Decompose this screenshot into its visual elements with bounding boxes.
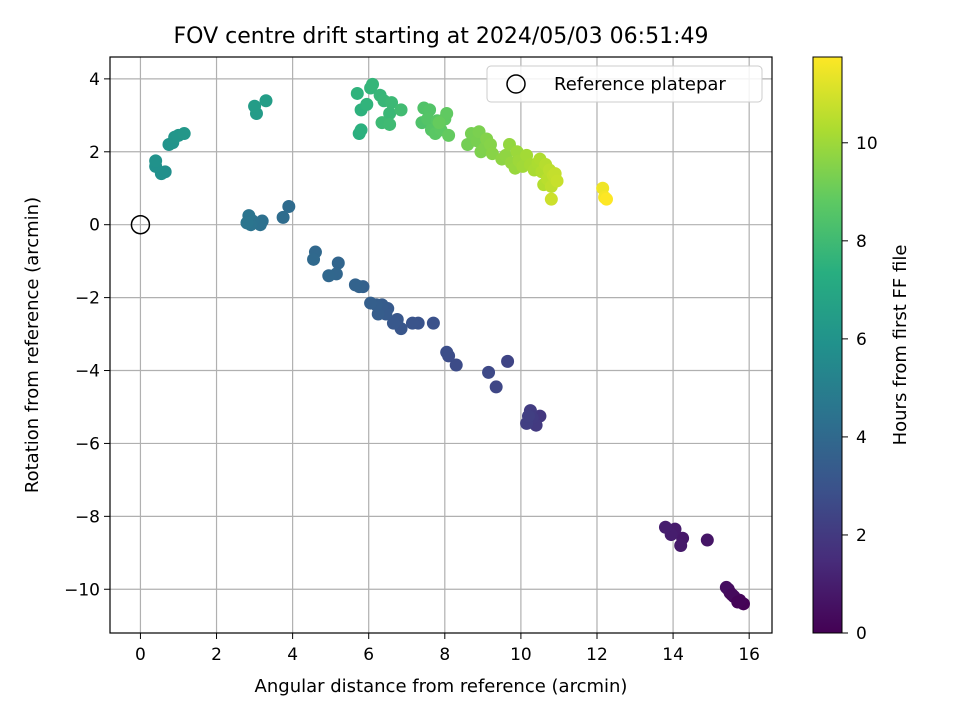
reference-marker-layer [130,214,151,235]
colorbar-gradient [812,56,843,634]
legend-box [486,65,763,103]
y-tick-label: −6 [75,434,100,454]
data-point [426,316,440,330]
data-point [149,154,163,168]
data-point [348,278,362,292]
data-point [383,107,397,121]
data-point [442,128,456,142]
colorbar-ticks: 0 2 4 6 8 10 [842,134,878,644]
reference-platepar-marker [130,214,151,235]
data-point [440,107,454,121]
y-tick-label: −4 [75,362,100,382]
data-point [282,199,296,213]
data-point [177,127,191,141]
legend: Reference platepar [486,65,763,103]
data-point [331,256,345,270]
data-point [385,96,399,110]
data-point [550,174,564,188]
colorbar-tick-label: 2 [856,526,867,546]
y-tick-label: 4 [89,70,100,90]
data-point [386,316,400,330]
data-point [432,116,446,130]
data-point [522,409,536,423]
y-tick-label: 0 [89,216,100,236]
data-point [394,103,408,117]
data-point [658,520,672,534]
y-tick-label: −8 [75,507,100,527]
x-tick-label: 0 [135,645,146,665]
data-points [149,77,750,611]
data-point [354,123,368,137]
data-point [240,216,254,230]
data-point [449,358,463,372]
data-point [259,94,273,108]
data-point [501,354,515,368]
colorbar-tick-label: 8 [856,232,867,252]
colorbar: 0 2 4 6 8 10 Hours from first FF file [812,56,911,644]
x-axis-label: Angular distance from reference (arcmin) [255,676,628,697]
plot-frame [109,56,773,634]
x-tick-label: 12 [586,645,608,665]
chart-title: FOV centre drift starting at 2024/05/03 … [174,24,709,49]
x-tick-label: 14 [662,645,684,665]
legend-label: Reference platepar [554,74,726,95]
data-point [700,533,714,547]
data-point [440,345,454,359]
x-tick-label: 16 [738,645,760,665]
data-point [600,192,613,206]
y-axis-ticks: 4 2 0 −2 −4 −6 −8 −10 [64,70,110,600]
data-point [364,296,378,310]
data-point [482,365,496,379]
data-point [383,117,397,131]
data-point [350,86,364,100]
legend-marker-icon [506,74,526,94]
data-point [489,380,503,394]
y-tick-label: −2 [75,289,100,309]
x-tick-label: 6 [363,645,374,665]
x-tick-label: 10 [510,645,532,665]
colorbar-tick-label: 10 [856,134,878,154]
data-point [544,192,558,206]
y-axis-label: Rotation from reference (arcmin) [22,197,43,493]
data-point [307,252,321,266]
x-axis-ticks: 0 2 4 6 8 10 12 14 16 [135,633,760,665]
colorbar-tick-label: 4 [856,428,867,448]
colorbar-tick-label: 6 [856,330,867,350]
data-point [276,210,290,224]
data-point [248,99,262,113]
y-tick-label: −10 [64,580,100,600]
data-point [366,77,380,91]
colorbar-tick-label: 0 [856,624,867,644]
data-point [405,316,419,330]
data-point [360,97,374,111]
x-tick-label: 4 [287,645,298,665]
data-point [674,539,688,553]
data-point [731,595,745,609]
data-point [322,269,336,283]
x-tick-label: 2 [211,645,222,665]
data-point [485,147,499,161]
x-tick-label: 8 [439,645,450,665]
colorbar-label: Hours from first FF file [890,245,911,446]
y-tick-label: 2 [89,143,100,163]
